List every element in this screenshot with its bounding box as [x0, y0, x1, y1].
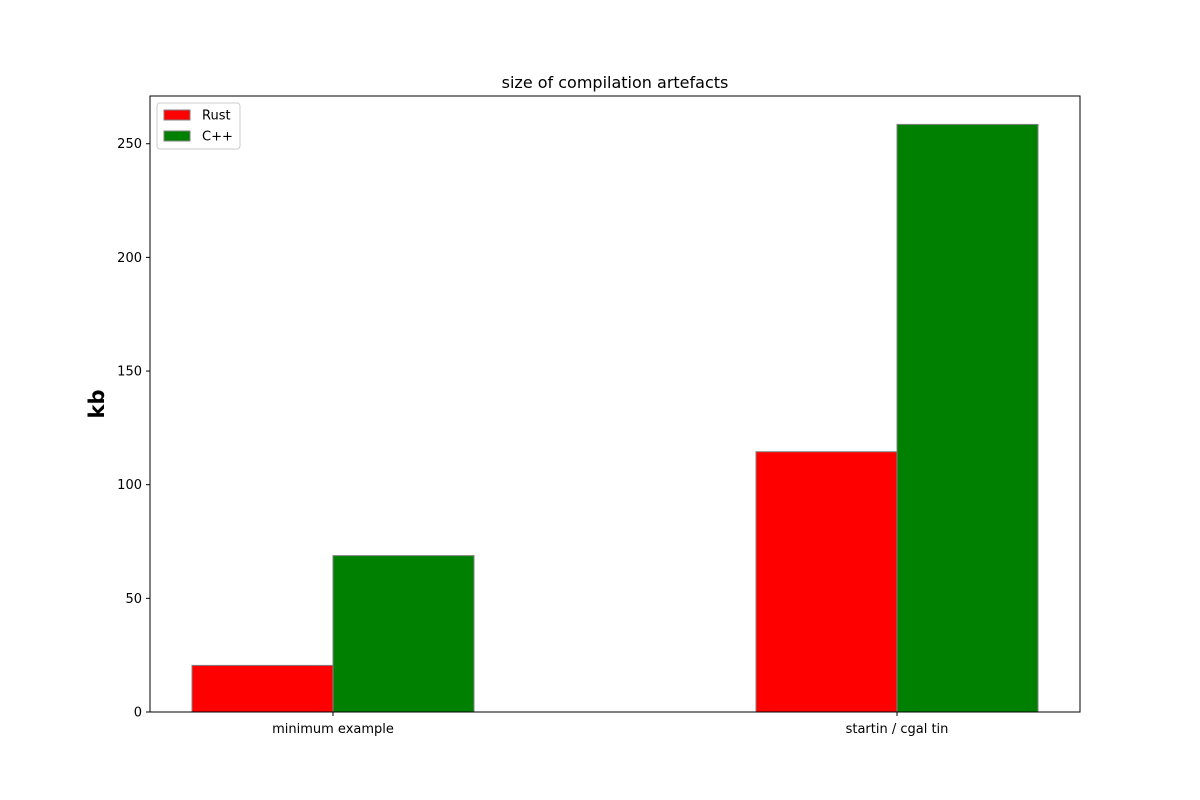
- x-axis: minimum example startin / cgal tin: [272, 712, 948, 737]
- legend-label-rust: Rust: [202, 109, 231, 124]
- bar-c-1: [332, 555, 475, 713]
- legend-swatch-rust: [163, 109, 191, 121]
- legend: Rust C++: [156, 102, 241, 150]
- bar-rust-1: [191, 664, 334, 713]
- y-axis-label: kb: [85, 390, 109, 419]
- y-tick-label: 100: [117, 478, 142, 493]
- bar-c-2: [896, 123, 1039, 713]
- y-tick-label: 50: [125, 592, 142, 607]
- y-tick-label: 200: [117, 251, 142, 266]
- legend-swatch-c: [163, 130, 191, 142]
- y-tick-label: 150: [117, 365, 142, 380]
- bars-group: [191, 123, 1039, 713]
- y-axis: 0 50 100 150 200 250: [117, 137, 150, 721]
- y-tick-label: 0: [134, 706, 142, 721]
- legend-label-c: C++: [202, 130, 233, 145]
- chart-title: size of compilation artefacts: [502, 73, 729, 92]
- y-tick-label: 250: [117, 137, 142, 152]
- x-tick-label: startin / cgal tin: [846, 722, 949, 737]
- plot-area-frame: [149, 95, 1081, 713]
- x-tick-label: minimum example: [272, 722, 394, 737]
- bar-rust-2: [755, 451, 898, 713]
